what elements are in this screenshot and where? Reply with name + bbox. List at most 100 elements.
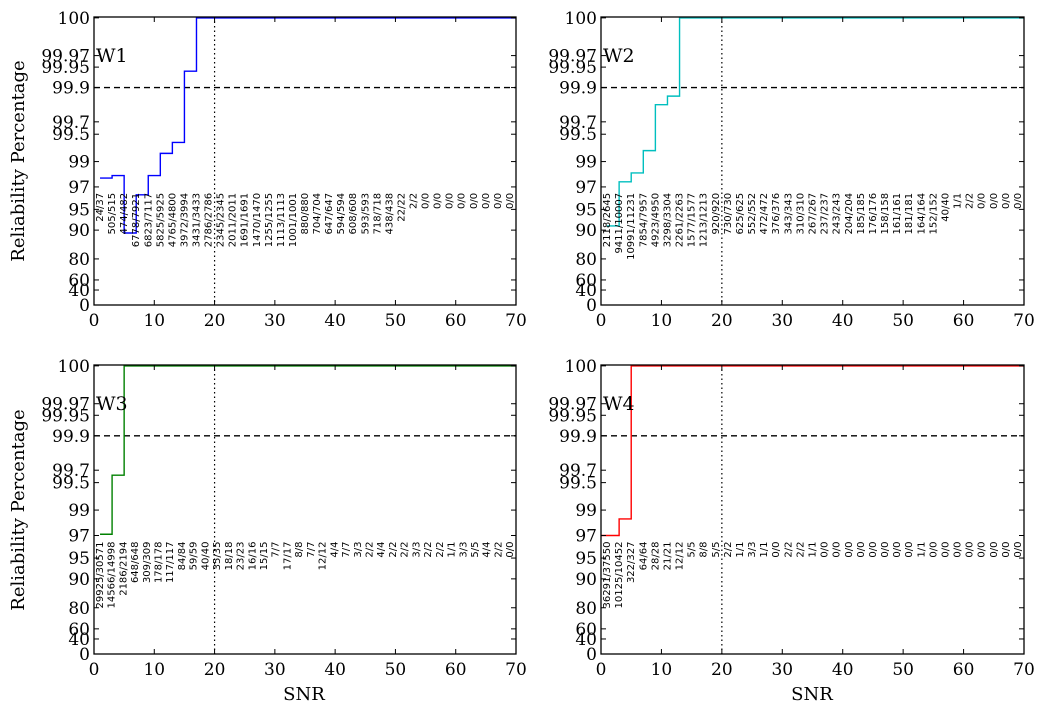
y-tick-label: 60	[68, 620, 90, 640]
count-label: 1/1	[735, 542, 746, 558]
count-label: 343/343	[783, 193, 794, 235]
count-label: 0/0	[965, 542, 976, 558]
count-label: 0/0	[433, 193, 444, 209]
series-line-w1	[100, 17, 516, 234]
chart-panel-w4: 36291/37550 10125/10452 322/327 64/64 28/28 2…	[548, 357, 1034, 680]
y-tick-label: 99.97	[548, 47, 597, 67]
count-label: 2/2	[723, 542, 734, 558]
count-label: 2/2	[795, 542, 806, 558]
count-label: 36291/37550	[602, 542, 613, 609]
y-tick-label: 99.9	[559, 427, 597, 447]
panel-label: W3	[96, 393, 128, 415]
x-tick-label: 50	[892, 311, 914, 331]
count-label: 18/18	[224, 542, 235, 571]
count-label: 2011/2011	[228, 193, 239, 247]
y-tick-label: 60	[68, 271, 90, 291]
count-label: 2/2	[400, 542, 411, 558]
count-label: 0/0	[856, 542, 867, 558]
y-tick-label: 80	[68, 250, 90, 270]
x-tick-label: 0	[596, 660, 607, 680]
y-tick-label: 99.9	[52, 427, 90, 447]
x-tick-label: 30	[771, 311, 793, 331]
count-label: 2/2	[493, 542, 504, 558]
count-label: 2/2	[388, 542, 399, 558]
y-tick-label: 99.9	[52, 79, 90, 99]
count-label: 1213/1213	[699, 193, 710, 247]
y-tick-label: 80	[575, 599, 597, 619]
count-label: 1/1	[447, 542, 458, 558]
chart-panel-w2: 2118/2645 9411/10007 10991/11231 7854/7957 4…	[548, 9, 1034, 331]
count-label: 0/0	[892, 542, 903, 558]
count-label: 438/438	[384, 193, 395, 235]
count-label: 1001/1001	[288, 193, 299, 247]
count-label: 0/0	[1001, 193, 1012, 209]
count-label: 4/4	[329, 542, 340, 558]
count-label: 3/3	[747, 542, 758, 558]
count-label: 5/5	[687, 542, 698, 558]
x-tick-label: 10	[143, 660, 165, 680]
count-label: 920/920	[711, 193, 722, 235]
count-label: 35/35	[212, 542, 223, 571]
count-label: 4/4	[482, 542, 493, 558]
count-label: 12/12	[318, 542, 329, 571]
count-label: 64/64	[638, 542, 649, 571]
count-label: 4765/4800	[167, 193, 178, 247]
count-label: 21/21	[662, 542, 673, 571]
count-label: 12/12	[675, 542, 686, 571]
count-label: 178/178	[153, 542, 164, 584]
x-tick-label: 30	[264, 311, 286, 331]
count-label: 181/181	[904, 193, 915, 235]
chart-panel-w1: 24/37 505/515 474/482 6778/7921 6823/7117 582…	[41, 9, 526, 331]
x-tick-label: 10	[143, 311, 165, 331]
count-label: 0/0	[481, 193, 492, 209]
y-tick-label: 97	[575, 527, 597, 547]
y-tick-label: 99.97	[548, 395, 597, 415]
count-label: 2/2	[409, 193, 420, 209]
y-tick-label: 40	[68, 281, 90, 301]
x-tick-label: 70	[505, 311, 527, 331]
panel-label: W1	[96, 45, 128, 67]
y-tick-label: 97	[68, 527, 90, 547]
count-label: 880/880	[300, 193, 311, 235]
x-tick-label: 40	[832, 660, 854, 680]
x-tick-label: 0	[89, 660, 100, 680]
count-label: 0/0	[820, 542, 831, 558]
panel-label: W4	[603, 393, 635, 415]
y-tick-label: 99	[68, 153, 90, 173]
x-tick-label: 60	[445, 311, 467, 331]
count-label: 2/2	[423, 542, 434, 558]
y-tick-label: 0	[79, 296, 90, 316]
x-tick-label: 20	[711, 660, 733, 680]
count-label: 6823/7117	[143, 193, 154, 247]
count-label: 2118/2645	[602, 193, 613, 247]
count-label: 176/176	[868, 193, 879, 235]
count-label: 0/0	[1001, 542, 1012, 558]
count-label: 3431/3433	[191, 193, 202, 247]
count-label: 2/2	[364, 542, 375, 558]
y-tick-label: 90	[575, 221, 597, 241]
count-label: 10125/10452	[614, 542, 625, 609]
x-tick-label: 20	[711, 311, 733, 331]
count-label: 17/17	[282, 542, 293, 571]
x-tick-label: 60	[953, 660, 975, 680]
y-tick-label: 95	[68, 549, 90, 569]
count-label: 0/0	[505, 193, 516, 209]
x-tick-label: 40	[324, 660, 346, 680]
count-label: 593/593	[360, 193, 371, 235]
count-label: 625/625	[735, 193, 746, 235]
y-tick-label: 99	[575, 501, 597, 521]
count-label: 7/7	[271, 542, 282, 558]
y-tick-label: 0	[586, 645, 597, 665]
count-label: 1691/1691	[240, 193, 251, 247]
x-tick-label: 40	[832, 311, 854, 331]
count-label: 59/59	[189, 542, 200, 571]
count-label: 647/647	[324, 193, 335, 235]
count-label: 185/185	[856, 193, 867, 235]
series-line-w4	[601, 365, 1024, 537]
y-tick-label: 40	[575, 630, 597, 650]
count-label: 267/267	[808, 193, 819, 235]
panel-label: W2	[603, 45, 635, 67]
y-tick-label: 99.7	[559, 113, 597, 133]
count-label: 2/2	[965, 193, 976, 209]
